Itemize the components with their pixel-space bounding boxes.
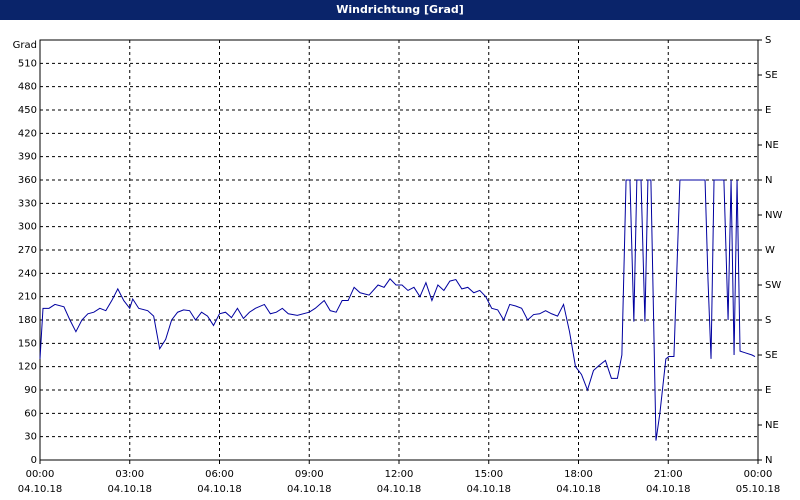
y-tick-label: 210 bbox=[18, 292, 37, 303]
y-tick-label: 480 bbox=[18, 82, 37, 93]
y-tick-label: 0 bbox=[31, 455, 37, 466]
x-tick-label: 12:00 bbox=[385, 469, 414, 480]
y2-tick-label: SW bbox=[765, 280, 781, 291]
x-tick-date: 04.10.18 bbox=[646, 484, 691, 495]
data-line bbox=[39, 179, 756, 441]
title-bar bbox=[0, 0, 800, 20]
x-tick-label: 06:00 bbox=[205, 469, 234, 480]
y2-tick-label: NE bbox=[765, 420, 779, 431]
y-tick-label: 330 bbox=[18, 198, 37, 209]
chart-title: Windrichtung [Grad] bbox=[336, 3, 464, 16]
x-tick-label: 00:00 bbox=[744, 469, 773, 480]
y-tick-label: 180 bbox=[18, 315, 37, 326]
x-tick-label: 09:00 bbox=[295, 469, 324, 480]
x-tick-date: 04.10.18 bbox=[556, 484, 601, 495]
x-tick-date: 04.10.18 bbox=[197, 484, 242, 495]
x-tick-label: 00:00 bbox=[26, 469, 55, 480]
y-tick-label: 120 bbox=[18, 362, 37, 373]
y-axis-label: Grad bbox=[13, 40, 37, 51]
y2-tick-label: N bbox=[765, 175, 772, 186]
y2-tick-label: E bbox=[765, 105, 771, 116]
x-tick-date: 04.10.18 bbox=[18, 484, 63, 495]
y2-tick-label: W bbox=[765, 245, 775, 256]
y2-tick-label: S bbox=[765, 315, 771, 326]
x-tick-date: 04.10.18 bbox=[287, 484, 332, 495]
y-tick-label: 510 bbox=[18, 58, 37, 69]
x-tick-label: 18:00 bbox=[564, 469, 593, 480]
y-tick-label: 390 bbox=[18, 152, 37, 163]
x-tick-label: 03:00 bbox=[115, 469, 144, 480]
y-tick-label: 30 bbox=[24, 432, 37, 443]
x-tick-date: 04.10.18 bbox=[107, 484, 152, 495]
y-tick-label: 300 bbox=[18, 222, 37, 233]
y2-tick-label: SE bbox=[765, 70, 778, 81]
y2-tick-label: NW bbox=[765, 210, 782, 221]
y-tick-label: 450 bbox=[18, 105, 37, 116]
x-tick-label: 15:00 bbox=[474, 469, 503, 480]
y-tick-label: 240 bbox=[18, 268, 37, 279]
y-tick-label: 270 bbox=[18, 245, 37, 256]
y-tick-label: 420 bbox=[18, 128, 37, 139]
x-tick-date: 05.10.18 bbox=[736, 484, 781, 495]
y-tick-label: 60 bbox=[24, 408, 37, 419]
y-tick-label: 360 bbox=[18, 175, 37, 186]
x-tick-date: 04.10.18 bbox=[377, 484, 422, 495]
x-tick-date: 04.10.18 bbox=[466, 484, 511, 495]
y2-tick-label: E bbox=[765, 385, 771, 396]
y2-tick-label: S bbox=[765, 35, 771, 46]
y2-tick-label: SE bbox=[765, 350, 778, 361]
y-tick-label: 150 bbox=[18, 338, 37, 349]
y-tick-label: 90 bbox=[24, 385, 37, 396]
y2-tick-label: N bbox=[765, 455, 772, 466]
y2-tick-label: NE bbox=[765, 140, 779, 151]
x-tick-label: 21:00 bbox=[654, 469, 683, 480]
